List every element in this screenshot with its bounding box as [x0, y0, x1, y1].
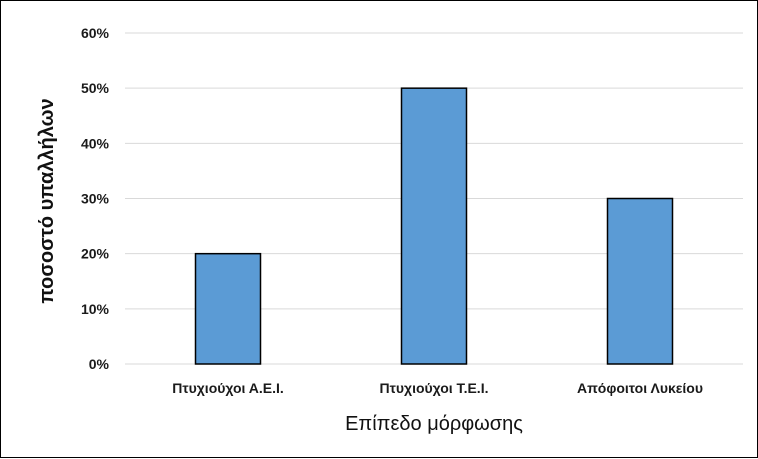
bar: [606, 197, 674, 365]
x-tick-label: Πτυχιούχοι Τ.Ε.Ι.: [380, 380, 489, 396]
y-tick-label: 40%: [81, 135, 110, 151]
x-tick-labels: Πτυχιούχοι Α.Ε.Ι. Πτυχιούχοι Τ.Ε.Ι. Απόφοι…: [172, 380, 703, 396]
x-tick-label: Απόφοιτοι Λυκείου: [577, 380, 703, 396]
y-tick-labels: 0% 10% 20% 30% 40% 50% 60%: [81, 25, 110, 372]
bar: [194, 252, 262, 365]
bars: [194, 87, 674, 365]
y-tick-label: 20%: [81, 246, 110, 262]
y-tick-label: 0%: [89, 356, 110, 372]
y-tick-label: 10%: [81, 301, 110, 317]
y-tick-label: 30%: [81, 191, 110, 207]
x-tick-label: Πτυχιούχοι Α.Ε.Ι.: [172, 380, 284, 396]
x-axis-title: Επίπεδο μόρφωσης: [345, 413, 523, 435]
y-axis-title: ποσοστό υπαλλήλων: [36, 98, 58, 303]
y-tick-label: 60%: [81, 25, 110, 41]
bar: [400, 87, 468, 365]
y-tick-label: 50%: [81, 80, 110, 96]
